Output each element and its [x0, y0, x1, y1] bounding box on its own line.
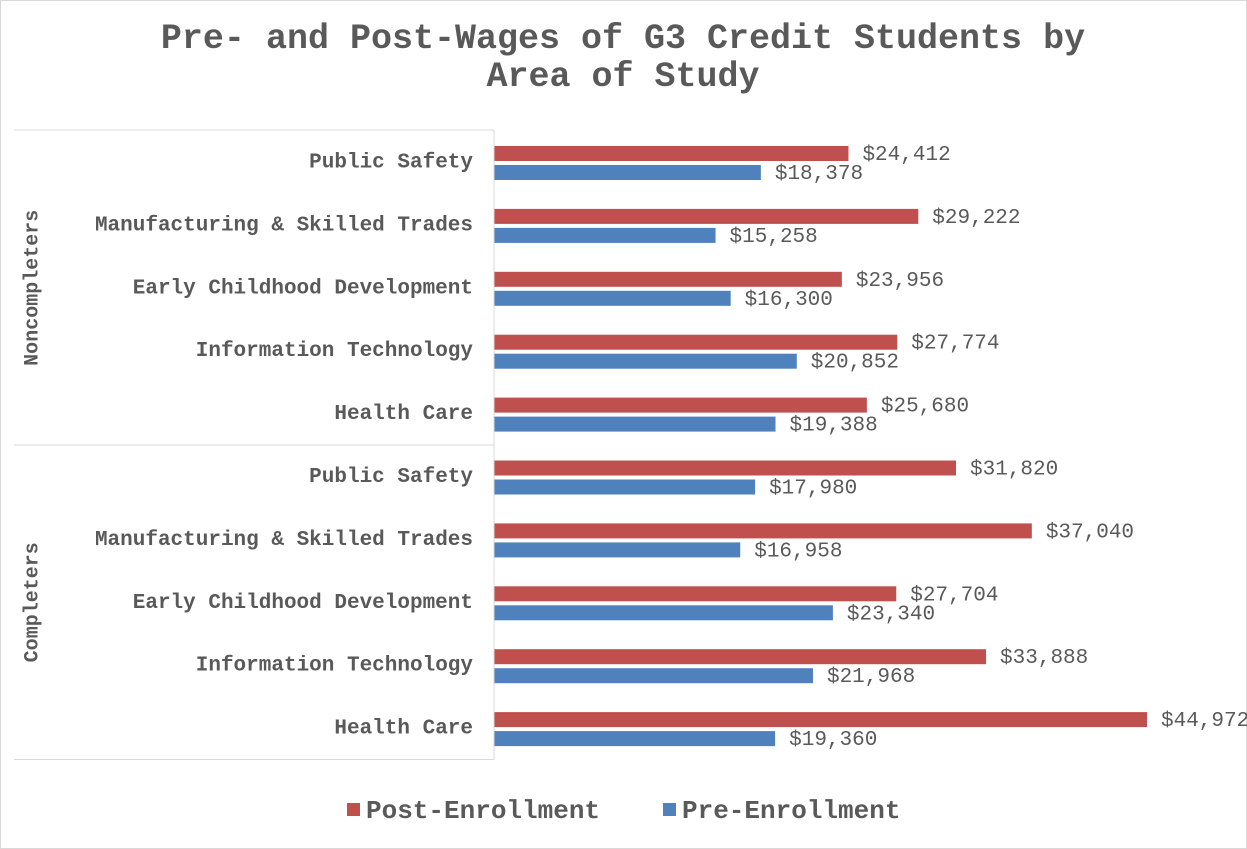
data-label: $19,388	[790, 415, 878, 438]
y-tick-label: Health Care	[334, 718, 473, 741]
bar	[494, 586, 897, 602]
y-tick-label: Information Technology	[196, 655, 474, 678]
y-tick-label: Early Childhood Development	[133, 592, 473, 615]
data-label: $33,888	[1000, 647, 1088, 670]
data-label: $15,258	[730, 226, 818, 249]
bar	[494, 460, 957, 476]
group-label: Noncompleters	[21, 210, 44, 366]
bar	[494, 668, 813, 684]
y-tick-label: Public Safety	[309, 152, 473, 175]
data-label: $44,972	[1161, 710, 1247, 733]
bar	[494, 523, 1032, 539]
data-label: $19,360	[789, 729, 877, 752]
chart-title: Pre- and Post-Wages of G3 Credit Student…	[160, 19, 1086, 97]
legend-label: Pre-Enrollment	[682, 796, 900, 826]
bar	[494, 397, 867, 413]
data-label: $37,040	[1046, 521, 1134, 544]
data-label: $29,222	[932, 207, 1020, 230]
data-label: $27,704	[910, 584, 998, 607]
data-label: $17,980	[769, 478, 857, 501]
bar	[494, 712, 1147, 728]
bar	[494, 479, 756, 495]
data-label: $24,412	[862, 144, 950, 167]
bar	[494, 605, 833, 621]
data-label: $21,968	[827, 666, 915, 689]
y-tick-label: Information Technology	[196, 340, 474, 363]
bar	[494, 271, 842, 287]
data-label: $16,300	[745, 289, 833, 312]
bar	[494, 290, 731, 306]
data-label: $23,956	[856, 270, 944, 293]
y-tick-label: Public Safety	[309, 466, 473, 489]
y-tick-label: Manufacturing & Skilled Trades	[95, 529, 473, 552]
bar	[494, 731, 776, 747]
bar	[494, 542, 741, 558]
legend-swatch	[347, 803, 360, 816]
bar	[494, 208, 919, 224]
data-label: $16,958	[754, 540, 842, 563]
group-label: Completers	[21, 542, 44, 662]
bar	[494, 146, 849, 161]
data-label: $23,340	[847, 603, 935, 626]
data-label: $18,378	[775, 163, 863, 186]
legend-label: Post-Enrollment	[366, 796, 600, 826]
legend-swatch	[663, 803, 676, 816]
bar	[494, 649, 987, 665]
y-tick-label: Early Childhood Development	[133, 277, 473, 300]
bar	[494, 416, 776, 432]
bar	[494, 227, 716, 243]
data-label: $20,852	[811, 352, 899, 375]
bar	[494, 353, 797, 369]
data-label: $27,774	[911, 333, 999, 356]
y-tick-label: Manufacturing & Skilled Trades	[95, 214, 473, 237]
y-tick-label: Health Care	[334, 403, 473, 426]
data-label: $31,820	[970, 459, 1058, 482]
bar	[494, 165, 761, 180]
data-label: $25,680	[881, 396, 969, 419]
bar	[494, 334, 898, 350]
